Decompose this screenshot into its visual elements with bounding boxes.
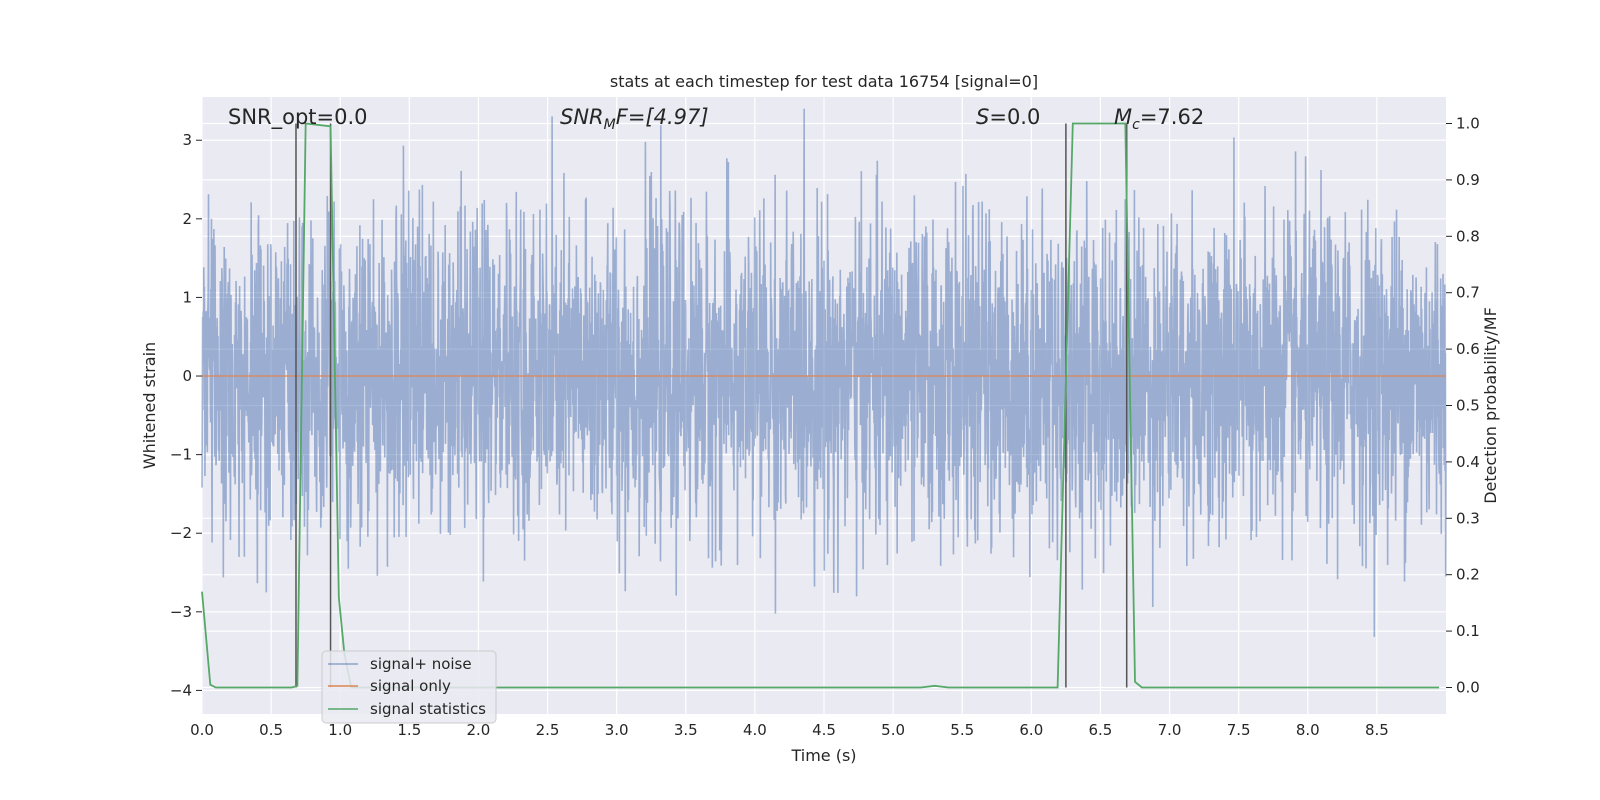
- annotation-s-rest: =0.0: [989, 105, 1040, 129]
- y2-tick-label: 0.3: [1456, 509, 1480, 527]
- y-tick-label: 0: [182, 367, 192, 385]
- y-tick-label: 2: [182, 210, 192, 228]
- y-tick-label: −1: [170, 446, 192, 464]
- y2-tick-label: 0.7: [1456, 284, 1480, 302]
- y2-tick-label: 0.2: [1456, 566, 1480, 584]
- x-tick-label: 6.0: [1019, 721, 1043, 739]
- legend-label-signal-plus-noise: signal+ noise: [370, 655, 472, 673]
- y-tick-label: 1: [182, 288, 192, 306]
- y-tick-label: 3: [182, 131, 192, 149]
- legend-box: [321, 650, 497, 724]
- y2-tick-label: 0.1: [1456, 622, 1480, 640]
- x-tick-label: 3.5: [674, 721, 698, 739]
- series-line-signal-plus-noise: [201, 108, 1447, 637]
- x-tick-label: 5.5: [950, 721, 974, 739]
- series-line-signal-statistics: [201, 122, 1440, 689]
- y-tick-label: −4: [170, 681, 192, 699]
- series-signal-statistics: [201, 122, 1440, 689]
- annotation-snr-mf-rest: F=[4.97]: [616, 105, 709, 129]
- y2-tick-label: 0.6: [1456, 340, 1480, 358]
- annotation-mc: Mc=7.62: [1114, 105, 1204, 133]
- x-tick-label: 7.5: [1227, 721, 1251, 739]
- annotation-mc-rest: =7.62: [1140, 105, 1204, 129]
- annotation-snr-opt: SNR_opt=0.0: [228, 105, 368, 130]
- y-axis-right-label: Detection probability/MF: [1481, 307, 1500, 504]
- annotation-snr-mf-main: SNR: [560, 105, 604, 129]
- y2-tick-label: 0.5: [1456, 397, 1480, 415]
- x-tick-label: 1.5: [397, 721, 421, 739]
- annotation-mc-main: M: [1114, 105, 1132, 129]
- tick-labels: 0.0 0.5 1.0 1.5 2.0 2.5 3.0 3.5 4.0 4.5 5.0 5.5 6.0 6…: [170, 115, 1480, 739]
- x-tick-label: 0.0: [190, 721, 214, 739]
- annotation-snr-mf: SNRMF=[4.97]: [560, 105, 709, 133]
- legend-label-signal-only: signal only: [370, 677, 451, 695]
- y-tick-label: −3: [170, 603, 192, 621]
- y2-tick-label: 0.8: [1456, 227, 1480, 245]
- y-axis-label: Whitened strain: [140, 342, 159, 469]
- annotation-snr-mf-sub: M: [604, 117, 616, 133]
- x-tick-label: 8.0: [1296, 721, 1320, 739]
- x-tick-label: 1.0: [328, 721, 352, 739]
- x-tick-label: 3.0: [605, 721, 629, 739]
- x-axis-label: Time (s): [790, 746, 856, 765]
- annotation-mc-sub: c: [1132, 117, 1140, 133]
- x-tick-label: 4.5: [812, 721, 836, 739]
- y-tick-label: −2: [170, 524, 192, 542]
- y2-tick-label: 0.9: [1456, 171, 1480, 189]
- x-tick-label: 6.5: [1089, 721, 1113, 739]
- y2-tick-label: 0.4: [1456, 453, 1480, 471]
- annotation-s: S=0.0: [976, 105, 1040, 129]
- annotation-s-main: S: [976, 105, 989, 129]
- y2-tick-label: 0.0: [1456, 678, 1480, 696]
- x-tick-label: 2.0: [467, 721, 491, 739]
- x-tick-label: 4.0: [743, 721, 767, 739]
- legend-label-signal-statistics: signal statistics: [370, 700, 486, 718]
- x-tick-label: 2.5: [536, 721, 560, 739]
- x-tick-label: 5.0: [881, 721, 905, 739]
- x-tick-label: 7.0: [1158, 721, 1182, 739]
- x-tick-label: 8.5: [1365, 721, 1389, 739]
- legend: signal+ noise signal only signal statist…: [321, 650, 497, 724]
- y2-tick-label: 1.0: [1456, 115, 1480, 133]
- x-tick-label: 0.5: [259, 721, 283, 739]
- chart-title: stats at each timestep for test data 167…: [610, 72, 1038, 91]
- series-signal-plus-noise: [201, 108, 1447, 637]
